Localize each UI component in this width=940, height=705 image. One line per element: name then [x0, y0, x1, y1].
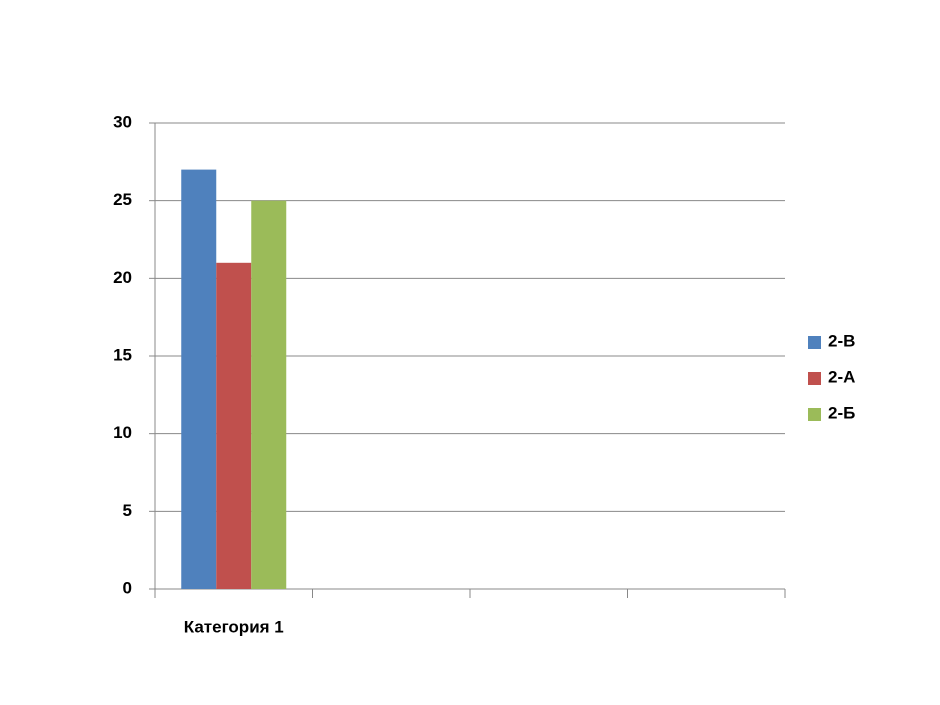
- bar: [216, 262, 252, 589]
- y-tick-label: 0: [123, 578, 132, 597]
- legend-label: 2-Б: [828, 403, 855, 422]
- y-tick-label: 30: [113, 112, 132, 131]
- y-tick-label: 5: [123, 501, 132, 520]
- legend-label: 2-В: [828, 331, 855, 350]
- y-tick-label: 20: [113, 268, 132, 287]
- bar: [181, 169, 217, 589]
- legend-swatch: [808, 372, 821, 385]
- y-tick-label: 15: [113, 345, 132, 364]
- y-tick-label: 25: [113, 190, 132, 209]
- y-tick-label: 10: [113, 423, 132, 442]
- x-tick-label: Категория 1: [184, 617, 284, 636]
- legend-swatch: [808, 336, 821, 349]
- legend-label: 2-А: [828, 367, 855, 386]
- bar: [251, 200, 287, 589]
- legend-swatch: [808, 408, 821, 421]
